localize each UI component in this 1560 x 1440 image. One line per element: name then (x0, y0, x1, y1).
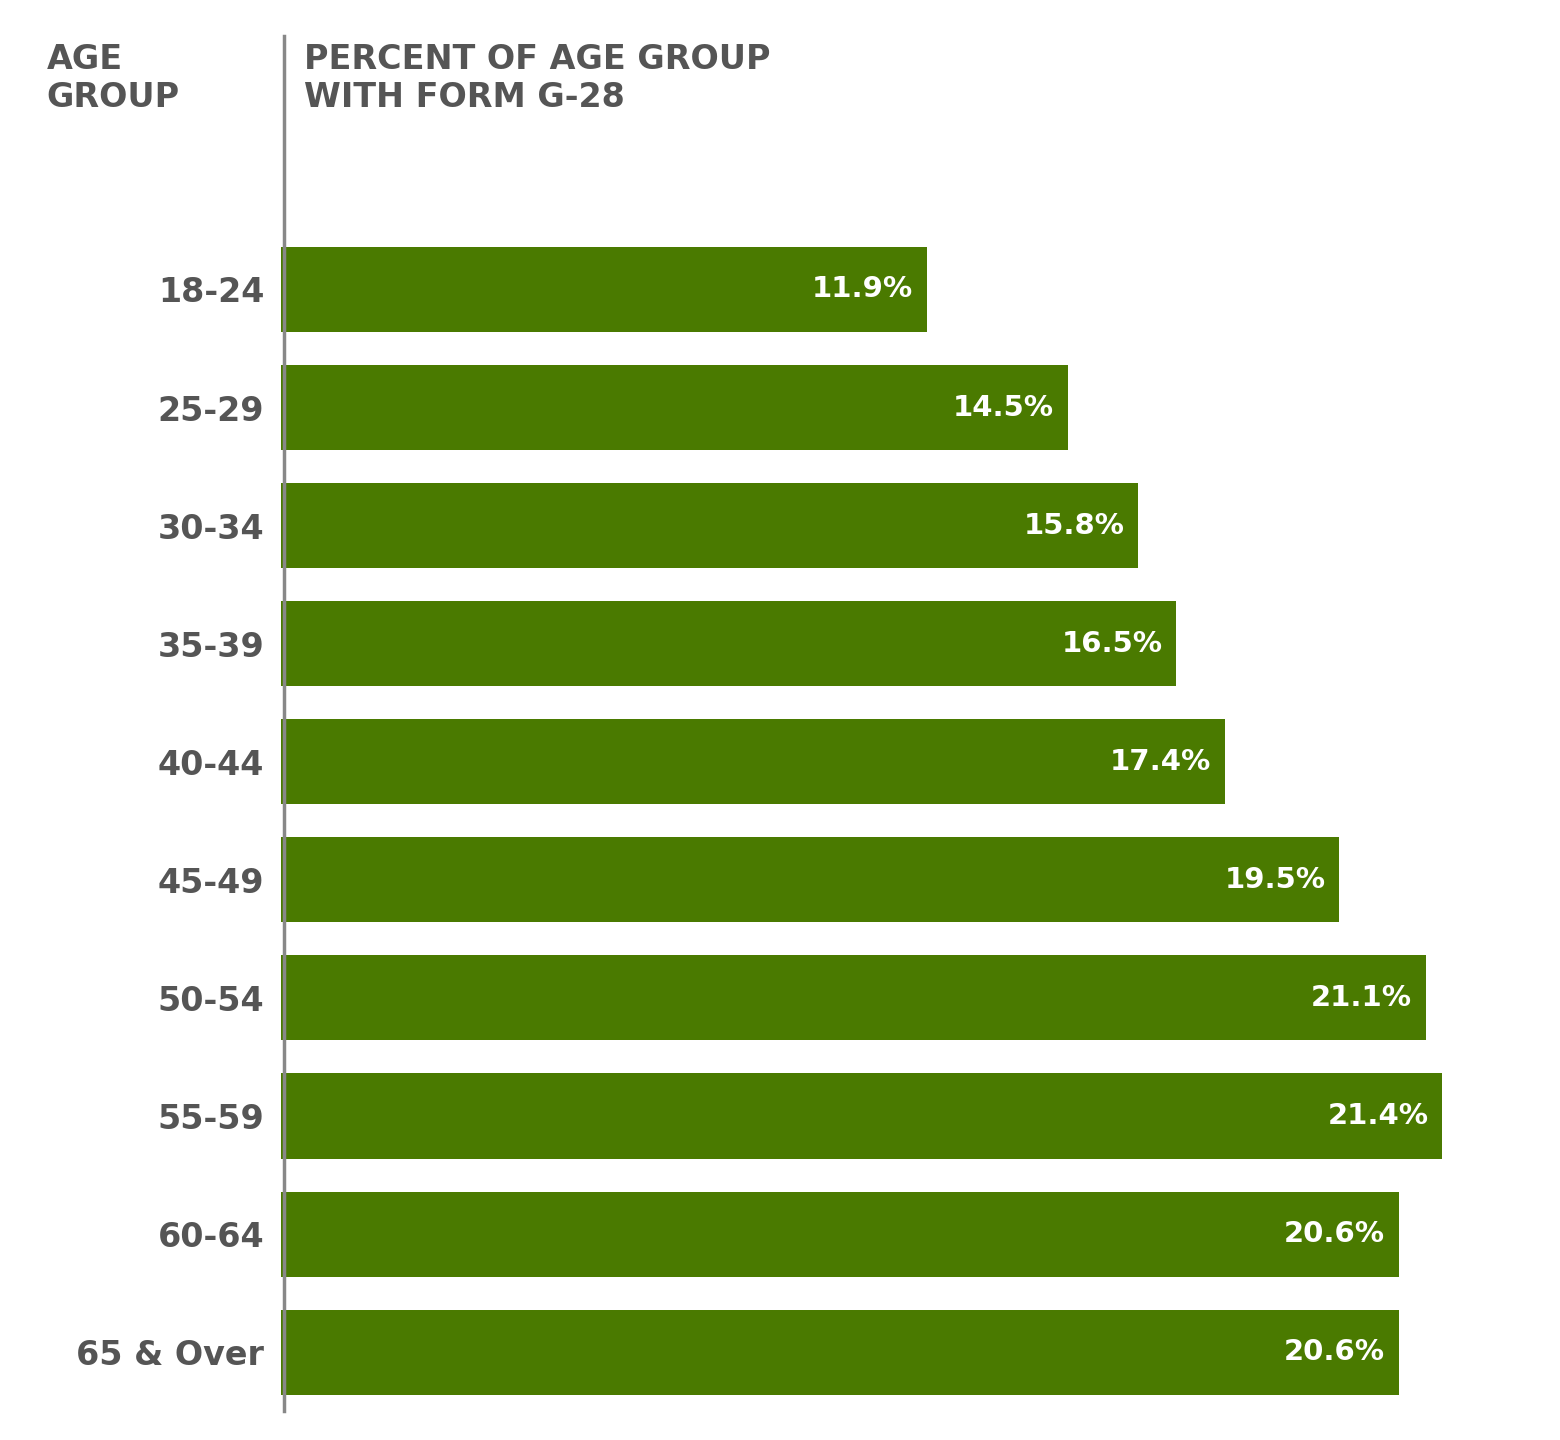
Text: 14.5%: 14.5% (953, 393, 1055, 422)
Text: PERCENT OF AGE GROUP
WITH FORM G-28: PERCENT OF AGE GROUP WITH FORM G-28 (304, 43, 771, 114)
Text: 11.9%: 11.9% (811, 275, 913, 304)
Bar (281, 1309, 1399, 1395)
Text: 20.6%: 20.6% (1284, 1220, 1385, 1248)
Bar (281, 246, 927, 333)
Text: 21.4%: 21.4% (1328, 1102, 1429, 1130)
Bar (281, 719, 1225, 805)
Text: 17.4%: 17.4% (1111, 747, 1212, 776)
Bar (281, 364, 1067, 451)
Bar (281, 837, 1338, 923)
Bar (281, 1191, 1399, 1277)
Text: 19.5%: 19.5% (1225, 865, 1326, 894)
Text: 20.6%: 20.6% (1284, 1338, 1385, 1367)
Text: 15.8%: 15.8% (1023, 511, 1125, 540)
Bar (281, 955, 1426, 1041)
Bar (281, 600, 1176, 687)
Text: 16.5%: 16.5% (1061, 629, 1162, 658)
Bar (281, 482, 1139, 569)
Text: AGE
GROUP: AGE GROUP (47, 43, 179, 114)
Bar (281, 1073, 1441, 1159)
Text: 21.1%: 21.1% (1310, 984, 1412, 1012)
